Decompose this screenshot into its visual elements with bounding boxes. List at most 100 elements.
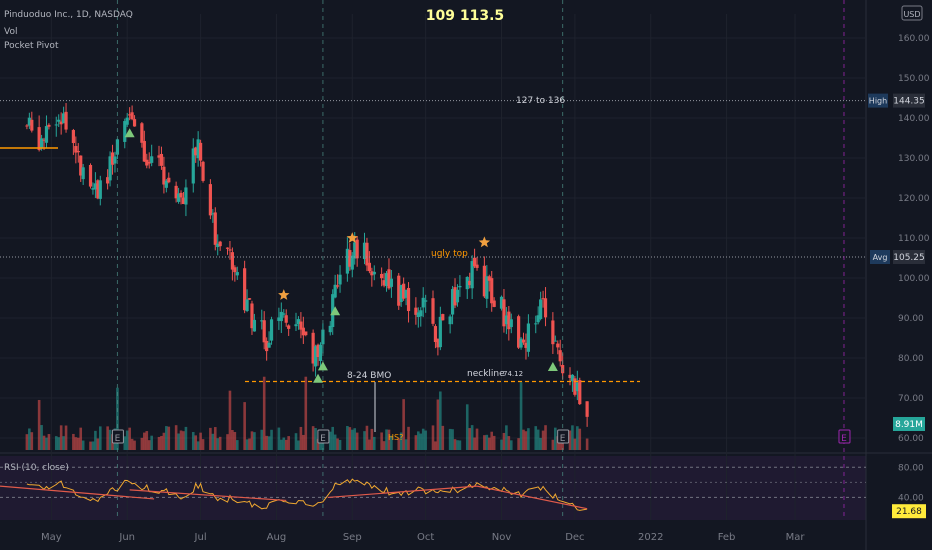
candle-body [519,338,523,348]
volume-bar [216,438,220,450]
candle-body [196,139,200,159]
volume-bar [475,428,479,450]
candle-body [421,297,425,308]
candle-body [431,298,435,324]
volume-bar [338,439,342,450]
candle-body [245,299,249,312]
high-tag: High [869,97,887,106]
candle-body [47,124,51,127]
volume-value: 8.91M [895,420,923,430]
volume-bar [500,439,503,450]
candle-body [585,401,589,417]
time-axis-label: May [41,532,62,543]
candle-body [313,346,318,367]
volume-bar [524,431,528,450]
volume-bar [184,426,188,450]
candle-body [267,342,271,348]
volume-bar [74,437,78,450]
pocket-pivot-marker [317,361,328,371]
volume-bar [76,437,80,450]
volume-bar [233,431,237,450]
volume-bar [45,437,48,450]
high-value-box [893,93,925,108]
candle-body [345,248,349,274]
candle-body [384,273,389,287]
candle-body [106,177,110,184]
volume-bar [507,436,511,450]
candle-body [485,276,489,299]
time-axis-label: Jun [118,532,135,543]
candle-body [299,321,303,330]
volume-bar [89,441,92,450]
pocket-pivot-marker [547,361,558,371]
volume-bar [573,438,577,450]
volume-bar [54,436,58,450]
time-axis-label: Aug [267,532,287,543]
candle-body [436,338,440,348]
earnings-marker-box[interactable] [838,429,851,444]
candle-body [247,298,252,300]
bmo-annotation: 8-24 BMO [347,371,391,381]
volume-bar [209,427,212,450]
price-axis-tick: 100.00 [898,274,930,284]
volume-bar [355,432,359,450]
high-tag-box [868,93,888,108]
candle-body [81,167,85,180]
volume-bar [404,439,408,450]
candle-body [556,343,560,348]
candle-body [338,274,342,285]
candle-body [521,339,526,343]
volume-bar [262,376,266,450]
volume-bar [576,426,579,450]
time-axis-label: Oct [417,532,434,543]
rsi-band [0,456,866,520]
price-axis-tick: 120.00 [898,194,930,204]
candle-body [380,273,384,279]
earnings-marker-label: E [560,434,566,444]
candle-body [88,164,93,187]
volume-bar [147,440,151,450]
volume-bar [490,431,494,450]
candle-body [296,319,301,325]
volume-bar [277,427,281,450]
candle-body [539,299,543,319]
candle-body [54,124,58,126]
volume-bar [333,434,337,450]
candle-body [79,155,83,176]
volume-bar [62,436,65,450]
earnings-marker-box[interactable] [317,429,330,444]
volume-bar [280,439,283,450]
volume-bar [294,433,298,450]
earnings-marker-box[interactable] [111,429,124,444]
candle-body [184,187,188,205]
candle-body [57,119,61,122]
volume-bar [370,428,374,450]
volume-bar [485,434,489,450]
volume-bar [59,425,63,450]
candle-body [578,380,582,405]
candle-body [294,324,298,327]
candle-body [145,159,149,166]
earnings-marker-box[interactable] [557,429,570,444]
volume-bar [441,425,445,450]
volume-bar [162,432,166,450]
volume-bar [96,438,100,450]
volume-bar [439,391,442,450]
rsi-trendline [327,485,478,499]
volume-bar [434,441,437,450]
volume-bar [133,440,136,450]
candle-body [181,197,186,204]
rsi-axis-tick: 80.00 [898,463,924,473]
candle-body [76,150,80,153]
price-axis-tick: 130.00 [898,154,930,164]
candle-body [543,298,548,318]
volume-bar [328,431,332,450]
indicator-vol: Vol [4,27,17,37]
candle-body [472,257,477,267]
pocket-pivot-marker [330,306,341,316]
candle-body [318,344,323,361]
candle-body [265,340,269,352]
volume-bar [94,430,97,450]
candle-body [441,314,445,321]
